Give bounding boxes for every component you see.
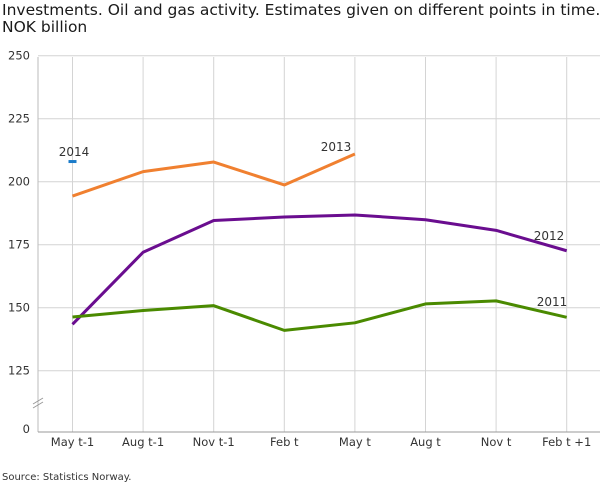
y-axis-unit: NOK billion: [2, 18, 88, 36]
x-tick-label: May t: [339, 435, 371, 449]
x-tick-label: Feb t: [270, 435, 299, 449]
source-note: Source: Statistics Norway.: [2, 472, 132, 483]
x-tick-label: Nov t: [481, 435, 512, 449]
x-tick-label: Aug t-1: [122, 435, 164, 449]
y-tick-label: 150: [8, 301, 30, 315]
axis-break-mark: [32, 397, 44, 405]
y-tick-label: 200: [8, 175, 30, 189]
x-tick-label: May t-1: [51, 435, 94, 449]
chart-title: Investments. Oil and gas activity. Estim…: [2, 2, 600, 36]
y-tick-label: 250: [8, 49, 30, 63]
x-tick-label: Aug t: [410, 435, 441, 449]
y-tick-label: 125: [8, 364, 30, 378]
series-2011-line: [72, 299, 568, 332]
title-line: Investments. Oil and gas activity. Estim…: [2, 1, 601, 19]
x-tick-label: Feb t +1: [542, 435, 591, 449]
series-2012-line: [71, 213, 568, 326]
series-label-2014: 2014: [59, 145, 90, 159]
series-2013-line: [72, 152, 356, 198]
y-tick-label: 175: [8, 238, 30, 252]
axis-break-mark: [32, 401, 44, 409]
series-label-2012: 2012: [534, 229, 565, 243]
x-tick-label: Nov t-1: [193, 435, 235, 449]
series-label-2011: 2011: [537, 295, 568, 309]
series-label-2013: 2013: [321, 140, 352, 154]
y-tick-label: 225: [8, 112, 30, 126]
y-tick-label: 0: [23, 422, 30, 436]
